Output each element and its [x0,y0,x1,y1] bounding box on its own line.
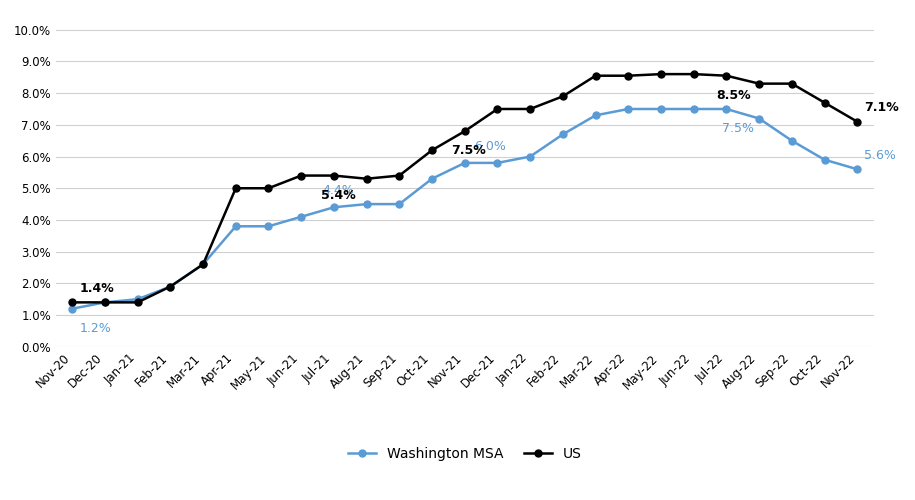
US [754,80,765,86]
US [590,72,601,78]
Washington MSA [852,166,863,172]
US [524,106,535,112]
Washington MSA [328,204,339,210]
US [165,284,176,290]
US [819,100,830,105]
Text: 7.1%: 7.1% [864,102,899,114]
US [459,128,470,134]
US [198,262,209,268]
US [623,72,634,78]
Legend: Washington MSA, US: Washington MSA, US [342,441,587,466]
Text: 1.2%: 1.2% [80,322,111,334]
Washington MSA [165,284,176,290]
US [361,176,372,182]
Washington MSA [459,160,470,166]
US [557,94,568,100]
US [655,71,666,77]
Washington MSA [100,300,111,306]
Line: US: US [69,70,861,306]
Washington MSA [263,224,274,230]
US [721,72,732,78]
US [67,300,78,306]
US [100,300,111,306]
US [852,118,863,124]
US [786,80,797,86]
US [688,71,699,77]
Washington MSA [393,201,404,207]
Washington MSA [67,306,78,312]
US [132,300,143,306]
US [426,147,437,153]
Washington MSA [492,160,503,166]
US [492,106,503,112]
Washington MSA [361,201,372,207]
Text: 6.0%: 6.0% [475,140,506,152]
Washington MSA [754,116,765,121]
Washington MSA [655,106,666,112]
Text: 4.4%: 4.4% [322,184,354,197]
Text: 1.4%: 1.4% [80,282,114,295]
Washington MSA [688,106,699,112]
Text: 5.6%: 5.6% [864,149,896,162]
Text: 8.5%: 8.5% [716,88,750,102]
Text: 7.5%: 7.5% [722,122,754,135]
Washington MSA [426,176,437,182]
Washington MSA [524,154,535,160]
Washington MSA [623,106,634,112]
Line: Washington MSA: Washington MSA [69,106,861,312]
Washington MSA [132,296,143,302]
Washington MSA [819,156,830,162]
Washington MSA [721,106,732,112]
US [393,172,404,178]
Washington MSA [296,214,307,220]
Washington MSA [786,138,797,143]
US [231,185,242,191]
US [296,172,307,178]
Text: 5.4%: 5.4% [320,188,355,202]
US [328,172,339,178]
Text: 7.5%: 7.5% [451,144,486,157]
Washington MSA [557,132,568,138]
Washington MSA [198,262,209,268]
US [263,185,274,191]
Washington MSA [590,112,601,118]
Washington MSA [231,224,242,230]
